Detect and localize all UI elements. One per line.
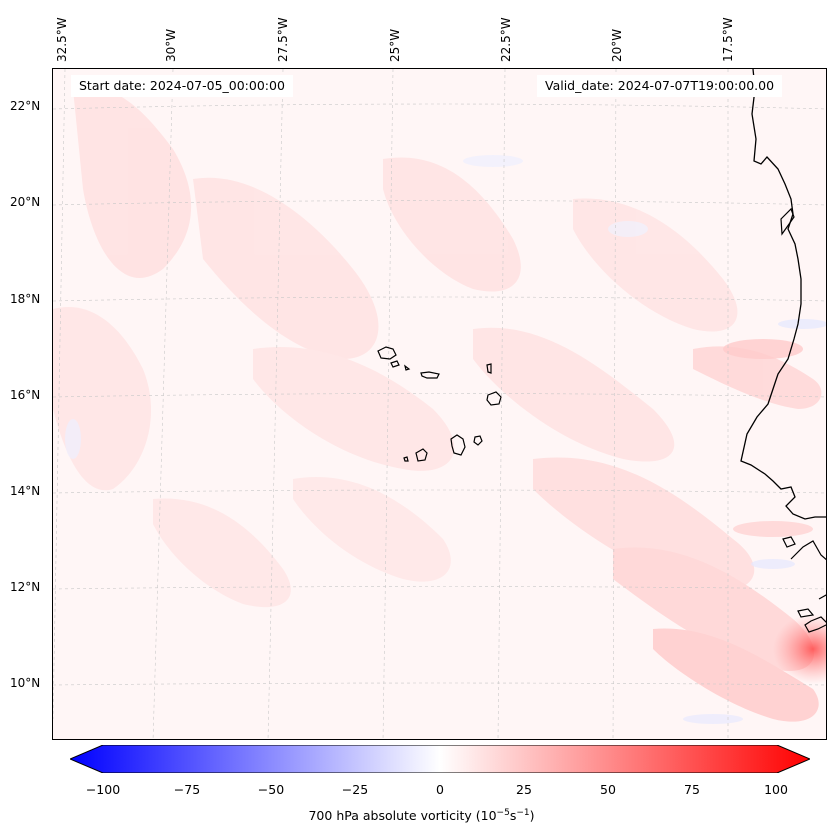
lon-label-32-5w: 32.5°W (55, 17, 69, 62)
colorbar-tick-label: 25 (516, 782, 532, 797)
colorbar-gradient (70, 745, 810, 773)
lat-label-14n: 14°N (10, 484, 41, 498)
start-date-label: Start date: 2024-07-05_00:00:00 (71, 75, 293, 97)
lat-label-10n: 10°N (10, 676, 41, 690)
lat-label-18n: 18°N (10, 292, 41, 306)
colorbar-tick-label: 50 (600, 782, 616, 797)
lat-label-12n: 12°N (10, 580, 41, 594)
colorbar-tick-label: 0 (436, 782, 444, 797)
vorticity-streaks (53, 87, 822, 722)
lon-label-20w: 20°W (610, 28, 624, 62)
lat-label-16n: 16°N (10, 388, 41, 402)
vorticity-hotspot (773, 614, 826, 684)
lat-label-20n: 20°N (10, 195, 41, 209)
negative-vorticity-patches (65, 155, 826, 724)
lat-label-22n: 22°N (10, 99, 41, 113)
colorbar-tick-label: 100 (764, 782, 788, 797)
colorbar-tick-label: 75 (684, 782, 700, 797)
lon-label-17-5w: 17.5°W (721, 17, 735, 62)
colorbar-title: 700 hPa absolute vorticity (10−5s−1) (308, 808, 535, 824)
cape-verde-islands (377, 346, 502, 462)
lon-label-27-5w: 27.5°W (276, 17, 290, 62)
lon-label-22-5w: 22.5°W (499, 17, 513, 62)
colorbar-tick-label: −75 (173, 782, 201, 797)
colorbar-tick-label: −25 (341, 782, 369, 797)
colorbar (70, 745, 810, 773)
colorbar-tick-label: −50 (257, 782, 285, 797)
colorbar-tick-label: −100 (85, 782, 121, 797)
lon-label-30w: 30°W (164, 28, 178, 62)
african-coastline (740, 69, 826, 520)
gridlines (53, 69, 826, 739)
map-canvas (53, 69, 826, 739)
lon-label-25w: 25°W (388, 28, 402, 62)
valid-date-label: Valid_date: 2024-07-07T19:00:00.00 (537, 75, 783, 97)
vorticity-map (52, 68, 827, 740)
